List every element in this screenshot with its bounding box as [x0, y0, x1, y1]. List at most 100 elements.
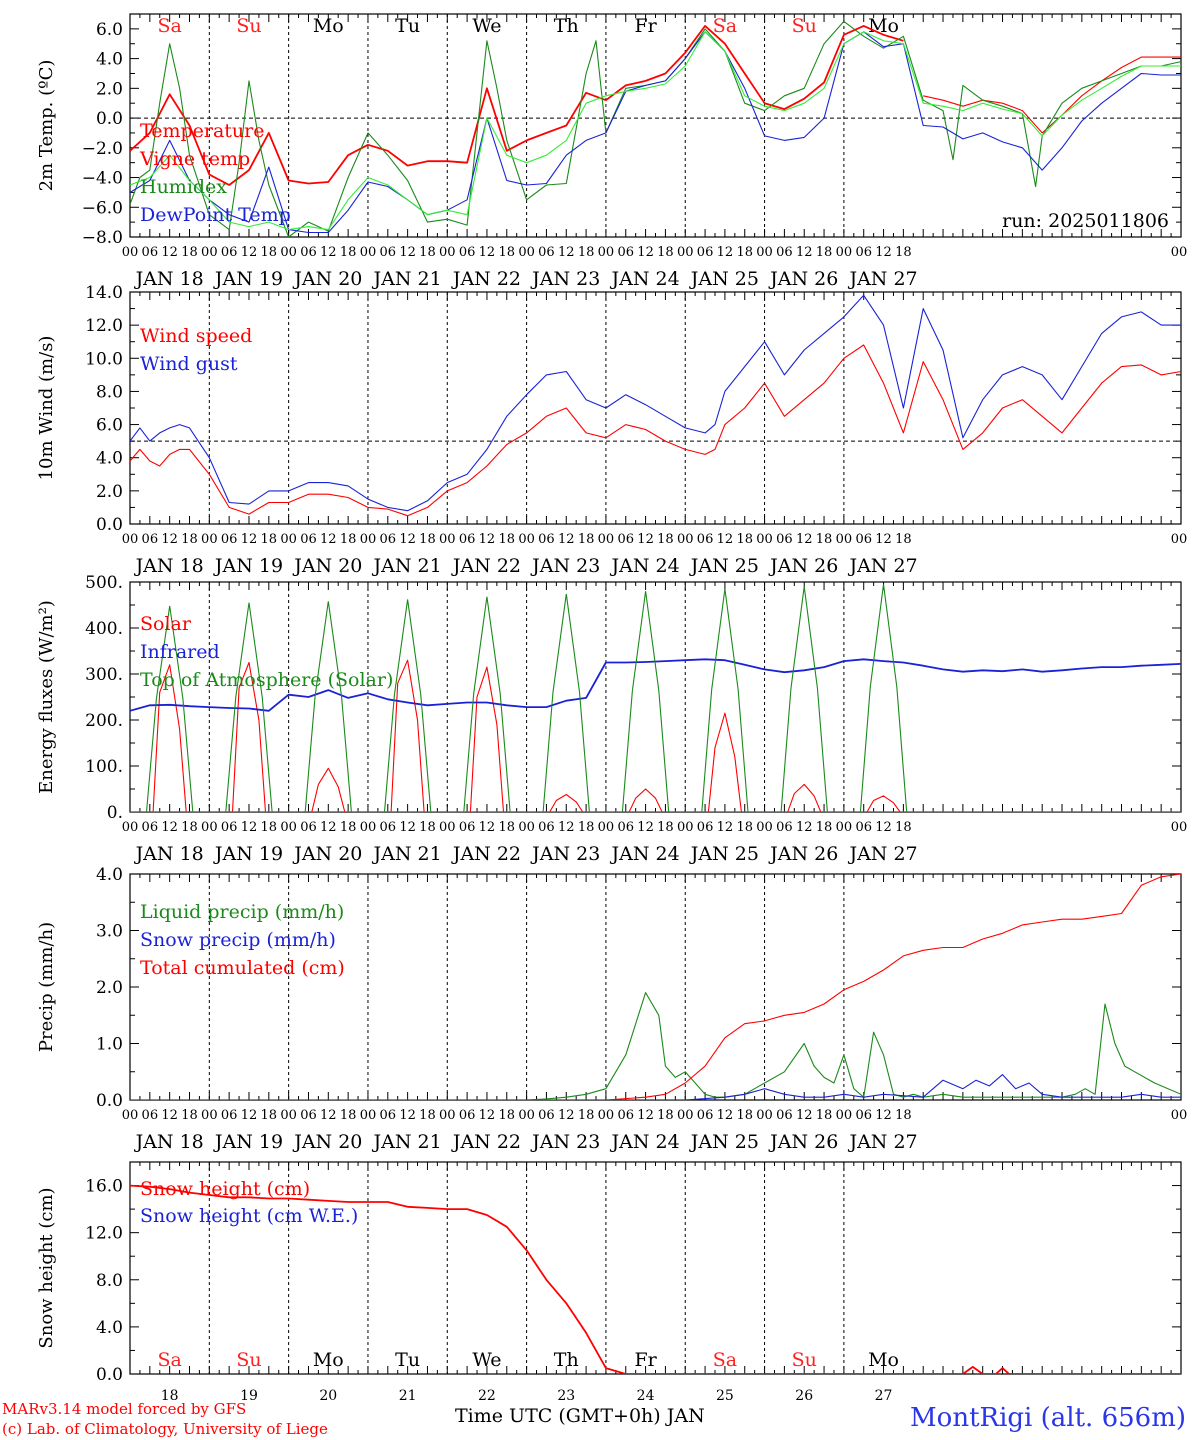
x-hour-label: 06	[697, 245, 714, 260]
x-hour-label: 12	[399, 820, 416, 835]
y-axis-label: Snow height (cm)	[36, 1187, 57, 1348]
x-hour-label: 06	[459, 1108, 476, 1123]
x-hour-label: 12	[479, 245, 496, 260]
x-day-label: JAN 25	[689, 268, 759, 290]
x-hour-label: 12	[875, 1108, 892, 1123]
legend-entry: Temperature	[140, 120, 264, 142]
day-of-week-label: Sa	[713, 15, 737, 37]
x-day-number: 22	[478, 1388, 496, 1404]
x-hour-label: 00	[280, 532, 297, 547]
x-day-label: JAN 25	[689, 1131, 759, 1153]
x-hour-label: 18	[499, 1108, 516, 1123]
run-annotation: run: 2025011806	[1002, 210, 1169, 232]
x-hour-label: 00	[280, 245, 297, 260]
series-line-2	[130, 658, 1181, 712]
x-hour-label: 12	[479, 1108, 496, 1123]
x-hour-label: 18	[181, 532, 198, 547]
x-hour-label: 06	[380, 820, 397, 835]
x-hour-label: 18	[578, 820, 595, 835]
site-label: MontRigi (alt. 656m)	[910, 1403, 1186, 1433]
y-tick-label: 100.	[85, 757, 123, 777]
x-day-number: 26	[795, 1388, 813, 1404]
x-hour-label: 18	[736, 820, 753, 835]
series-group	[130, 294, 1181, 517]
x-hour-label: 12	[796, 820, 813, 835]
x-day-label: JAN 27	[847, 843, 917, 865]
x-hour-label: 18	[736, 245, 753, 260]
x-hour-label: 06	[142, 245, 159, 260]
y-tick-label: 2.0	[96, 79, 123, 99]
x-hour-label: 00	[518, 532, 535, 547]
x-hour-label: 18	[816, 245, 833, 260]
x-hour-label: 06	[855, 532, 872, 547]
x-hour-label: 18	[578, 532, 595, 547]
y-tick-label: 8.0	[96, 1271, 123, 1291]
x-hour-label: 06	[538, 532, 555, 547]
y-tick-label: 0.0	[96, 109, 123, 129]
series-group	[130, 874, 1181, 1100]
y-tick-label: 3.0	[96, 922, 123, 942]
x-hour-label: 18	[895, 532, 912, 547]
x-day-label: JAN 19	[213, 843, 283, 865]
x-hour-label: 12	[637, 245, 654, 260]
x-hour-label: 06	[855, 1108, 872, 1123]
x-hour-label: 06	[142, 820, 159, 835]
model-credit: MARv3.14 model forced by GFS	[2, 1400, 247, 1418]
x-hour-label: 00	[756, 820, 773, 835]
x-day-label: JAN 18	[134, 268, 204, 290]
x-hour-label: 00	[201, 532, 218, 547]
x-hour-label: 12	[241, 245, 258, 260]
x-hour-label: 00	[439, 1108, 456, 1123]
legend-entry: Infrared	[140, 641, 220, 663]
x-day-label: JAN 24	[609, 1131, 679, 1153]
x-hour-label: 06	[142, 1108, 159, 1123]
x-hour-label: 00	[360, 820, 377, 835]
x-hour-label: 06	[617, 820, 634, 835]
x-hour-label: 18	[261, 1108, 278, 1123]
x-hour-label: 06	[380, 245, 397, 260]
x-hour-label: 00	[518, 245, 535, 260]
day-of-week-label: Tu	[395, 15, 420, 37]
series-line-2	[130, 294, 1181, 512]
x-hour-label: 00	[360, 1108, 377, 1123]
x-day-label: JAN 18	[134, 1131, 204, 1153]
day-of-week-label: Fr	[634, 15, 657, 37]
series-line-1	[130, 1184, 1181, 1374]
x-day-label: JAN 26	[768, 268, 838, 290]
x-hour-label: 12	[399, 532, 416, 547]
day-of-week-label: Su	[792, 15, 817, 37]
x-hour-label: 06	[221, 245, 238, 260]
day-of-week-label: We	[472, 15, 501, 37]
y-tick-label: 300.	[85, 665, 123, 685]
x-hour-label: 12	[320, 1108, 337, 1123]
x-day-label: JAN 18	[134, 843, 204, 865]
x-hour-label: 06	[459, 532, 476, 547]
x-hour-label: 12	[637, 532, 654, 547]
x-hour-label: 06	[617, 532, 634, 547]
x-day-label: JAN 23	[530, 1131, 600, 1153]
series-line-4	[130, 31, 1181, 234]
x-hour-label: 06	[538, 1108, 555, 1123]
y-tick-label: 0.0	[96, 515, 123, 535]
x-hour-label: 12	[637, 820, 654, 835]
x-hour-label: 18	[895, 245, 912, 260]
x-hour-label: 06	[300, 245, 317, 260]
x-day-label: JAN 23	[530, 843, 600, 865]
chart-panel-3: 0. 100. 200. 300. 400. 500. Energy fluxes (W/m…	[36, 573, 1187, 865]
x-hour-label: 12	[320, 245, 337, 260]
x-hour-label: 12	[558, 820, 575, 835]
y-tick-label: 8.0	[96, 382, 123, 402]
x-hour-label: 00	[598, 1108, 615, 1123]
y-axis-label: Precip (mm/h)	[36, 922, 57, 1052]
chart-panel-1: −8.0 −6.0 −4.0 −2.0 0.0 2.0 4.0 6.0 2m Temp. (ºC…	[36, 13, 1187, 290]
x-hour-label: 06	[380, 532, 397, 547]
legend-entry: Solar	[140, 613, 192, 635]
x-hour-label: 18	[736, 532, 753, 547]
series-line-1	[130, 992, 1181, 1100]
x-hour-label: 18	[816, 1108, 833, 1123]
y-axis-label: 10m Wind (m/s)	[36, 336, 57, 481]
x-hour-label: 12	[241, 532, 258, 547]
x-hour-label: 06	[855, 245, 872, 260]
x-day-label: JAN 21	[372, 268, 442, 290]
